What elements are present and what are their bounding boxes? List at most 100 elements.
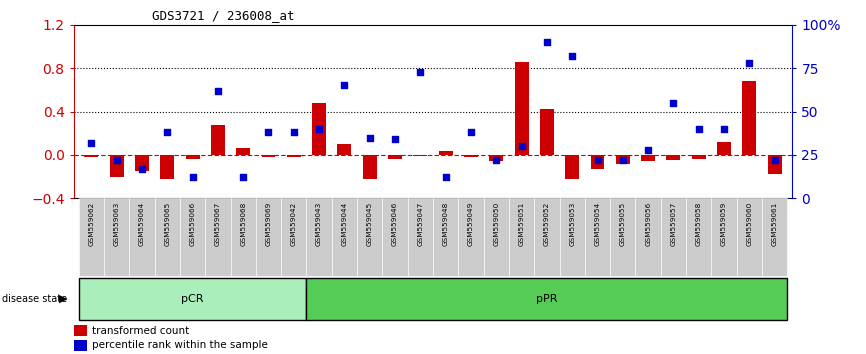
Point xyxy=(591,157,604,163)
Text: GSM559062: GSM559062 xyxy=(88,202,94,246)
Bar xyxy=(74,325,87,336)
Text: GSM559055: GSM559055 xyxy=(620,202,626,246)
Bar xyxy=(312,103,326,155)
FancyBboxPatch shape xyxy=(357,198,383,276)
Point xyxy=(211,88,225,93)
FancyBboxPatch shape xyxy=(483,198,509,276)
FancyBboxPatch shape xyxy=(711,198,737,276)
Text: GSM559054: GSM559054 xyxy=(595,202,600,246)
Bar xyxy=(464,155,478,157)
Bar xyxy=(641,155,655,161)
Point xyxy=(160,130,174,135)
Text: GSM559063: GSM559063 xyxy=(113,202,120,246)
Point xyxy=(388,136,402,142)
Point xyxy=(84,140,98,145)
Point xyxy=(185,175,199,180)
FancyBboxPatch shape xyxy=(762,198,787,276)
Bar xyxy=(616,155,630,164)
Text: GSM559066: GSM559066 xyxy=(190,202,196,246)
Bar xyxy=(591,155,604,169)
FancyBboxPatch shape xyxy=(737,198,762,276)
Bar xyxy=(439,150,453,155)
Text: GSM559056: GSM559056 xyxy=(645,202,651,246)
FancyBboxPatch shape xyxy=(155,198,180,276)
Text: GSM559045: GSM559045 xyxy=(366,202,372,246)
FancyBboxPatch shape xyxy=(636,198,661,276)
FancyBboxPatch shape xyxy=(383,198,408,276)
Point xyxy=(110,157,124,163)
Point xyxy=(287,130,301,135)
Text: pPR: pPR xyxy=(536,294,558,304)
Text: GSM559042: GSM559042 xyxy=(291,202,297,246)
Bar xyxy=(717,142,731,155)
Text: GSM559051: GSM559051 xyxy=(519,202,525,246)
FancyBboxPatch shape xyxy=(611,198,636,276)
FancyBboxPatch shape xyxy=(408,198,433,276)
Text: GSM559043: GSM559043 xyxy=(316,202,322,246)
Bar xyxy=(262,155,275,157)
FancyBboxPatch shape xyxy=(559,198,585,276)
Point xyxy=(768,157,782,163)
FancyBboxPatch shape xyxy=(129,198,155,276)
Point xyxy=(692,126,706,132)
Bar xyxy=(110,155,124,177)
FancyBboxPatch shape xyxy=(332,198,357,276)
Point xyxy=(616,157,630,163)
Bar xyxy=(667,155,681,160)
Point xyxy=(439,175,453,180)
Bar xyxy=(74,340,87,351)
Text: GSM559064: GSM559064 xyxy=(139,202,145,246)
Bar xyxy=(742,81,756,155)
Text: GSM559067: GSM559067 xyxy=(215,202,221,246)
Text: GSM559059: GSM559059 xyxy=(721,202,727,246)
Point xyxy=(312,126,326,132)
Text: GSM559057: GSM559057 xyxy=(670,202,676,246)
Text: GSM559053: GSM559053 xyxy=(569,202,575,246)
Text: GSM559047: GSM559047 xyxy=(417,202,423,246)
Bar xyxy=(565,155,579,179)
Point xyxy=(413,69,427,74)
Text: GSM559046: GSM559046 xyxy=(392,202,398,246)
FancyBboxPatch shape xyxy=(79,198,104,276)
Bar xyxy=(211,125,225,155)
FancyBboxPatch shape xyxy=(686,198,711,276)
Bar xyxy=(540,109,554,155)
Bar xyxy=(160,155,174,179)
Point xyxy=(540,39,554,45)
Bar xyxy=(692,155,706,159)
Bar xyxy=(135,155,149,171)
Text: pCR: pCR xyxy=(181,294,204,304)
Text: GSM559060: GSM559060 xyxy=(746,202,753,246)
FancyBboxPatch shape xyxy=(104,198,129,276)
FancyBboxPatch shape xyxy=(79,278,307,320)
FancyBboxPatch shape xyxy=(585,198,611,276)
Point xyxy=(667,100,681,105)
FancyBboxPatch shape xyxy=(433,198,458,276)
Point xyxy=(641,147,655,153)
Text: disease state: disease state xyxy=(2,294,67,304)
Point xyxy=(717,126,731,132)
Text: GSM559061: GSM559061 xyxy=(772,202,778,246)
Point xyxy=(742,60,756,66)
Bar xyxy=(287,155,301,157)
Text: GSM559069: GSM559069 xyxy=(266,202,271,246)
Text: GSM559065: GSM559065 xyxy=(165,202,171,246)
Bar xyxy=(236,148,250,155)
Text: transformed count: transformed count xyxy=(92,326,189,336)
FancyBboxPatch shape xyxy=(661,198,686,276)
Point xyxy=(464,130,478,135)
Text: GSM559052: GSM559052 xyxy=(544,202,550,246)
FancyBboxPatch shape xyxy=(307,198,332,276)
Point xyxy=(489,157,503,163)
Text: GSM559044: GSM559044 xyxy=(341,202,347,246)
Bar xyxy=(338,144,352,155)
Point xyxy=(363,135,377,140)
Bar xyxy=(388,155,402,159)
Text: GSM559050: GSM559050 xyxy=(494,202,500,246)
Text: GSM559048: GSM559048 xyxy=(443,202,449,246)
Bar xyxy=(185,155,199,159)
Bar xyxy=(768,155,782,175)
Point xyxy=(514,143,528,149)
FancyBboxPatch shape xyxy=(255,198,281,276)
Text: GSM559049: GSM559049 xyxy=(468,202,474,246)
